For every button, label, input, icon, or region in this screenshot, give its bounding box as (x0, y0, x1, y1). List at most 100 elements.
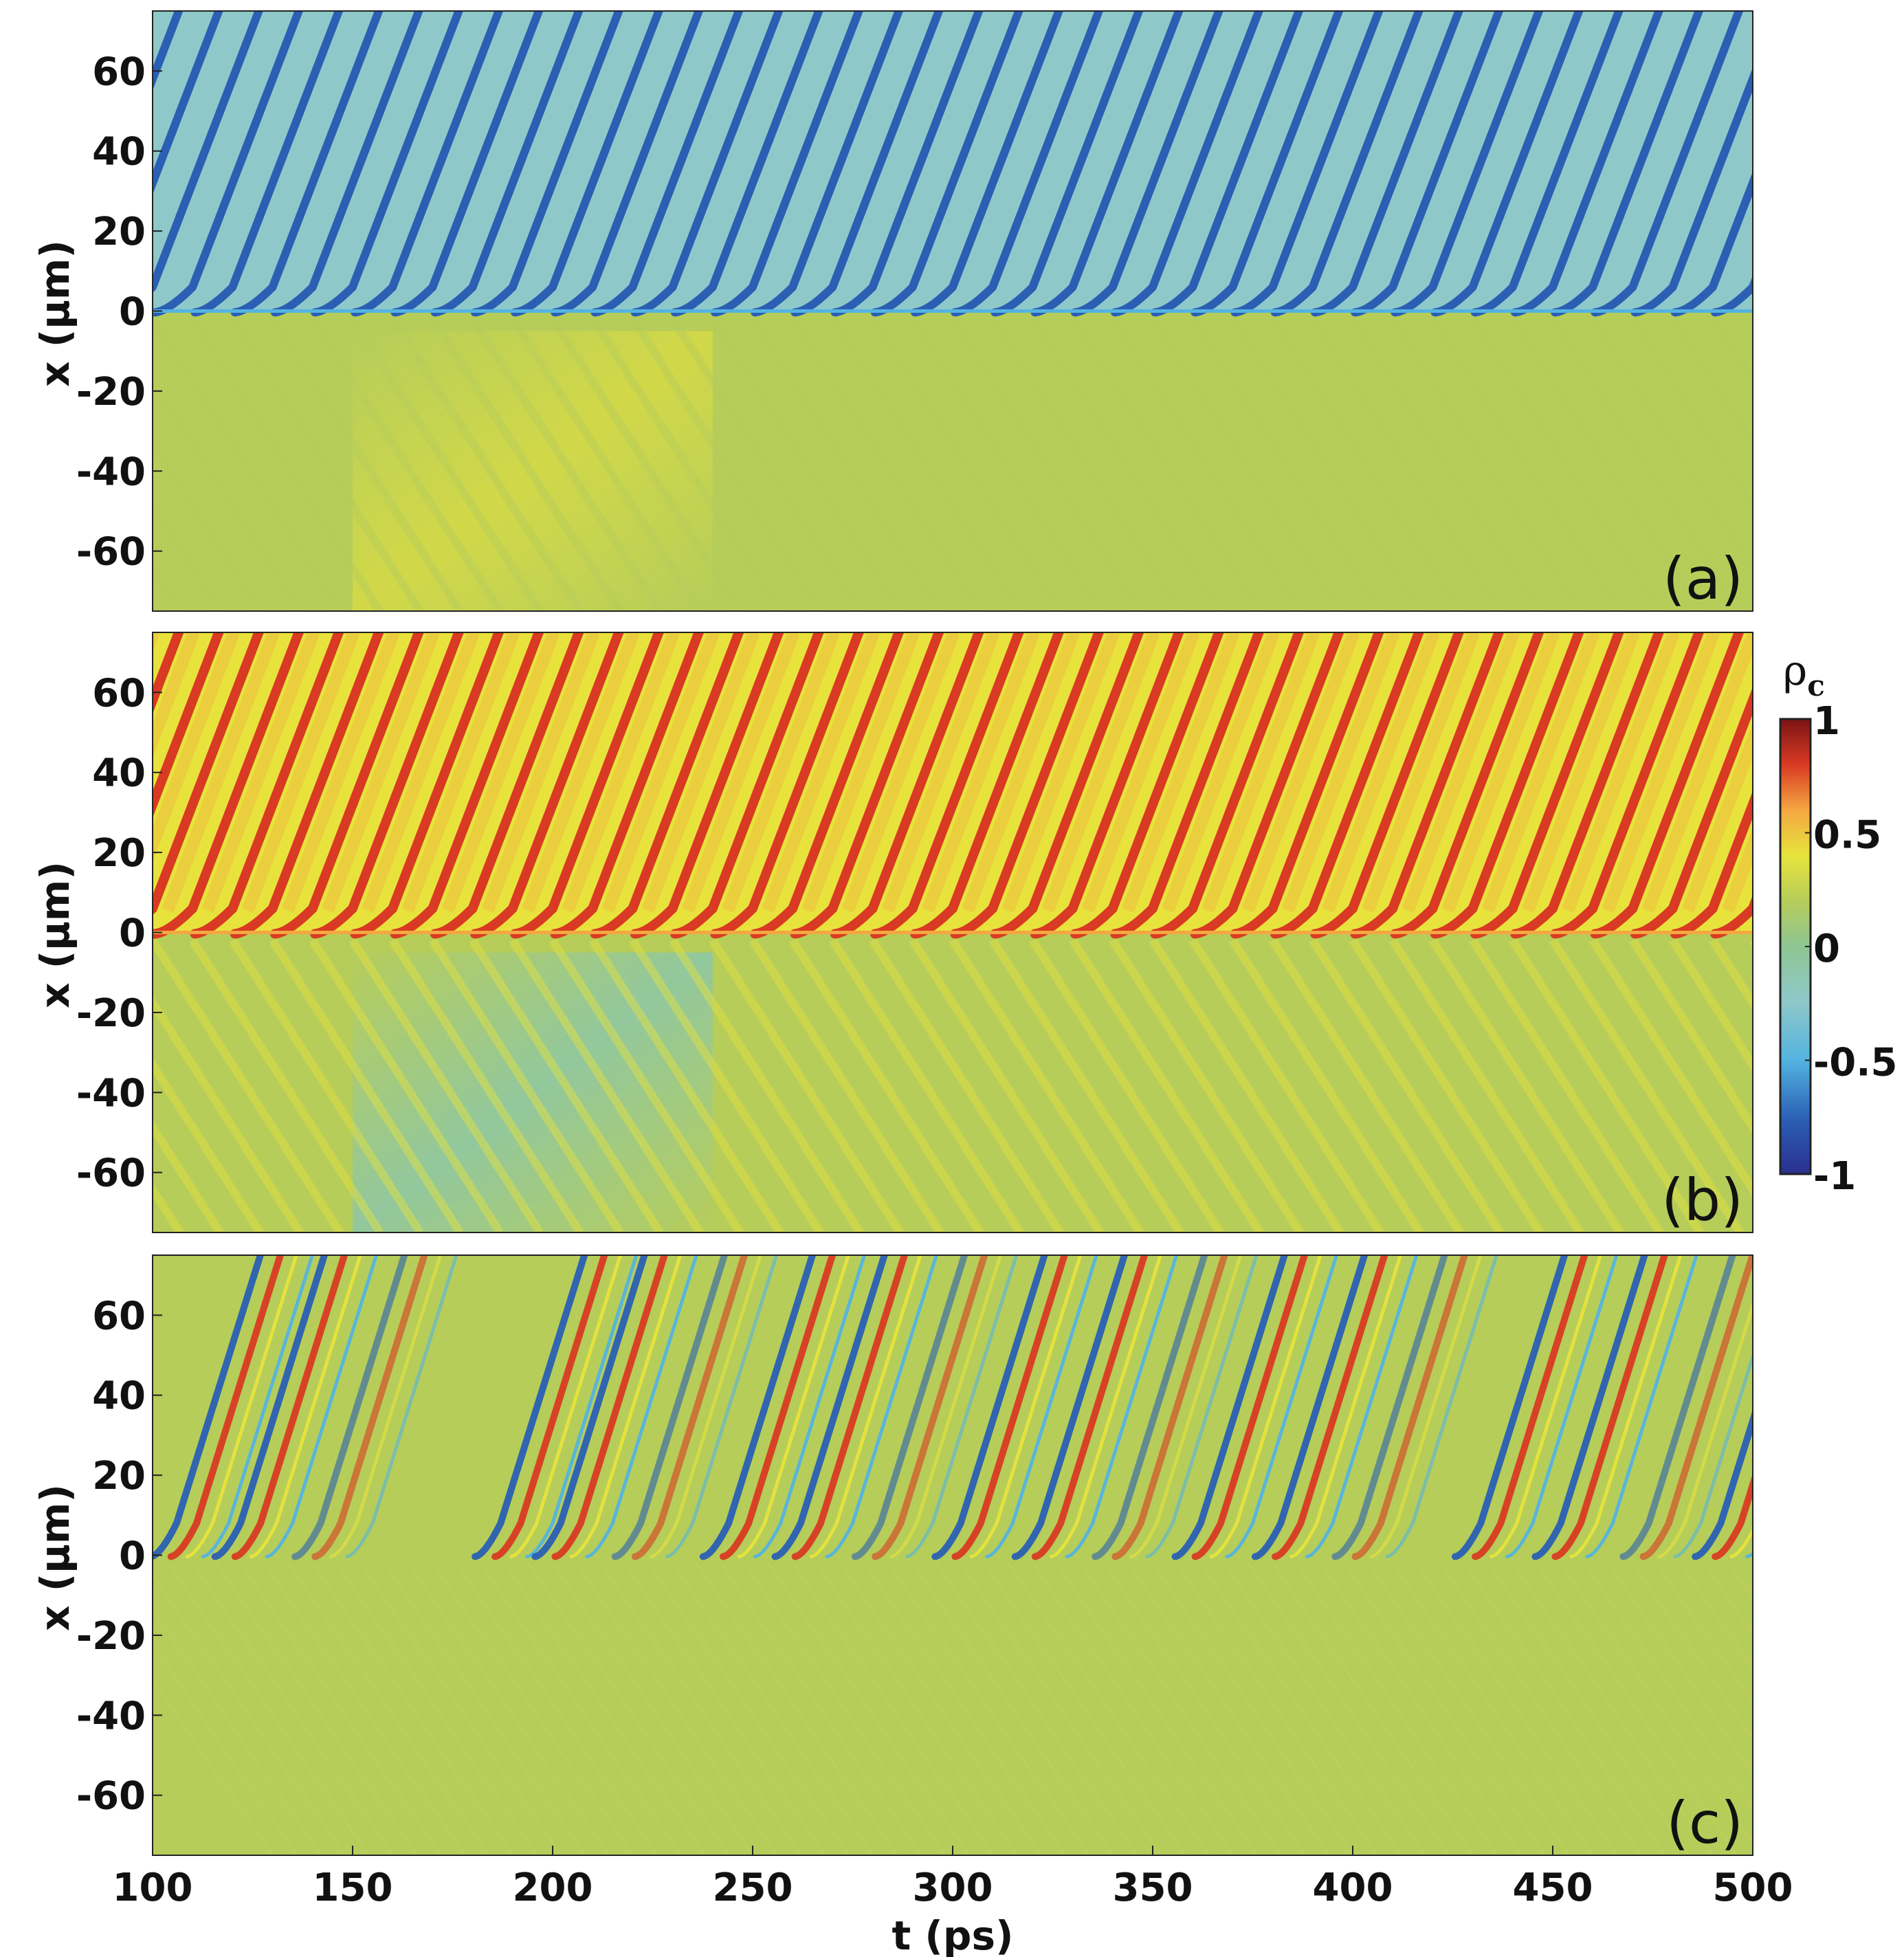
soliton-stripe (1129, 1255, 1243, 1558)
lower-faint-stripe (168, 1562, 370, 1855)
soliton-stripe (265, 1255, 379, 1558)
lower-stripe (1589, 316, 1753, 576)
lower-faint-stripe (1632, 1562, 1753, 1740)
upper-stripe-halo (682, 632, 800, 913)
lower-stripe (669, 938, 864, 1232)
soliton-stripe (1619, 1255, 1736, 1560)
lower-faint-stripe (768, 1562, 970, 1855)
lower-faint-stripe (1703, 1562, 1753, 1635)
lower-stripe (549, 938, 744, 1232)
upper-stripe-halo (601, 11, 720, 291)
y-tick-label: -40 (76, 1071, 146, 1116)
colorbar-tick-label: 0.5 (1813, 813, 1881, 858)
lower-faint-stripe (1391, 1562, 1594, 1855)
lower-faint-stripe (191, 1562, 394, 1855)
soliton-stripe (872, 1255, 988, 1560)
lower-wave-band (353, 331, 713, 611)
soliton-stripe (491, 1255, 608, 1560)
lower-stripe (749, 938, 944, 1232)
soliton-stripe (1065, 1255, 1179, 1558)
soliton-stripe (1472, 1255, 1588, 1560)
upper-stripe-halo (801, 632, 920, 913)
y-tick-label: 40 (92, 751, 146, 796)
colorbar: ρc 1 0.5 0 -0.5 -1 (1779, 647, 1897, 1199)
upper-stripe-halo (682, 11, 800, 291)
lower-stripe (1069, 316, 1264, 611)
lower-stripe (1109, 938, 1304, 1232)
lower-faint-stripe (153, 1643, 298, 1855)
lower-faint-stripe (1320, 1562, 1522, 1855)
lower-stripe (269, 938, 464, 1232)
heatmap-field (153, 11, 1753, 611)
lower-stripe (153, 373, 304, 611)
lower-faint-stripe (1056, 1562, 1258, 1855)
x-tick-label: 350 (1113, 1866, 1193, 1910)
lower-stripe (1469, 938, 1664, 1232)
lower-stripe (1029, 938, 1224, 1232)
lower-stripe (1509, 316, 1704, 611)
soliton-stripe (1305, 1255, 1419, 1558)
upper-stripe-halo (162, 11, 280, 291)
upper-stripe-halo (882, 632, 1000, 913)
lower-faint-stripe (1296, 1562, 1498, 1855)
lower-stripe (669, 316, 864, 611)
lower-faint-stripe (1103, 1562, 1306, 1855)
lower-stripe (1189, 938, 1384, 1232)
lower-faint-stripe (744, 1562, 946, 1855)
soliton-stripe (1451, 1255, 1569, 1560)
soliton-stripe (1729, 1527, 1753, 1558)
upper-stripe-halo (1041, 632, 1160, 913)
soliton-stripe (311, 1255, 428, 1560)
lower-stripe (153, 1057, 264, 1232)
upper-stripe-halo (153, 632, 240, 863)
lower-stripe (1589, 938, 1753, 1197)
heatmap-panel-c: -60 -40 -20 0 20 40 60 x (μm) (c) 100 150 200 250 300… (32, 1254, 1793, 1910)
lower-stripe (348, 938, 544, 1232)
lower-faint-stripe (456, 1562, 658, 1855)
y-tick-label: -20 (76, 1614, 146, 1659)
lower-faint-stripe (575, 1562, 778, 1855)
lower-faint-stripe (1463, 1562, 1666, 1855)
upper-stripe-halo (1162, 632, 1280, 913)
lower-faint-stripe (1080, 1562, 1282, 1855)
lower-faint-stripe (984, 1562, 1186, 1855)
soliton-stripe (809, 1255, 922, 1558)
lower-faint-stripe (1680, 1562, 1753, 1670)
upper-stripe-halo (1241, 632, 1360, 913)
lower-faint-stripe (153, 1608, 322, 1855)
heatmap-field (153, 1255, 1753, 1855)
lower-stripe (1629, 938, 1753, 1136)
soliton-stripe (585, 1255, 698, 1558)
lower-stripe (549, 316, 744, 611)
lower-stripe (629, 316, 824, 611)
lower-faint-stripe (153, 1573, 346, 1855)
lower-stripe (469, 316, 664, 611)
upper-stripe-halo (241, 632, 360, 913)
lower-faint-stripe (1151, 1562, 1354, 1855)
upper-stripe-halo (401, 11, 520, 291)
lower-stripe (1269, 316, 1464, 611)
upper-stripe-halo (153, 632, 200, 758)
lower-faint-stripe (1127, 1562, 1330, 1855)
lower-faint-stripe (1175, 1562, 1378, 1855)
lower-stripe (1069, 938, 1264, 1232)
panel-label: (b) (1661, 1167, 1743, 1234)
upper-stripe-halo (1722, 206, 1753, 291)
lower-faint-stripe (239, 1562, 442, 1855)
upper-stripe-halo (153, 11, 240, 241)
y-tick-label: -60 (76, 1774, 146, 1819)
x-tick-label: 500 (1713, 1866, 1793, 1910)
soliton-stripe (851, 1255, 968, 1560)
soliton-stripe (1657, 1299, 1753, 1558)
soliton-stripe (345, 1255, 458, 1558)
lower-faint-stripe (720, 1562, 922, 1855)
y-tick-label: -20 (76, 370, 146, 414)
soliton-stripe (1489, 1255, 1602, 1558)
y-axis-title: x (μm) (32, 1484, 78, 1631)
colorbar-tick-label: -0.5 (1813, 1041, 1897, 1085)
x-tick-label: 400 (1313, 1866, 1393, 1910)
lower-faint-stripe (1536, 1562, 1738, 1855)
upper-stripe-halo (482, 632, 600, 913)
upper-stripe-halo (1562, 632, 1680, 913)
